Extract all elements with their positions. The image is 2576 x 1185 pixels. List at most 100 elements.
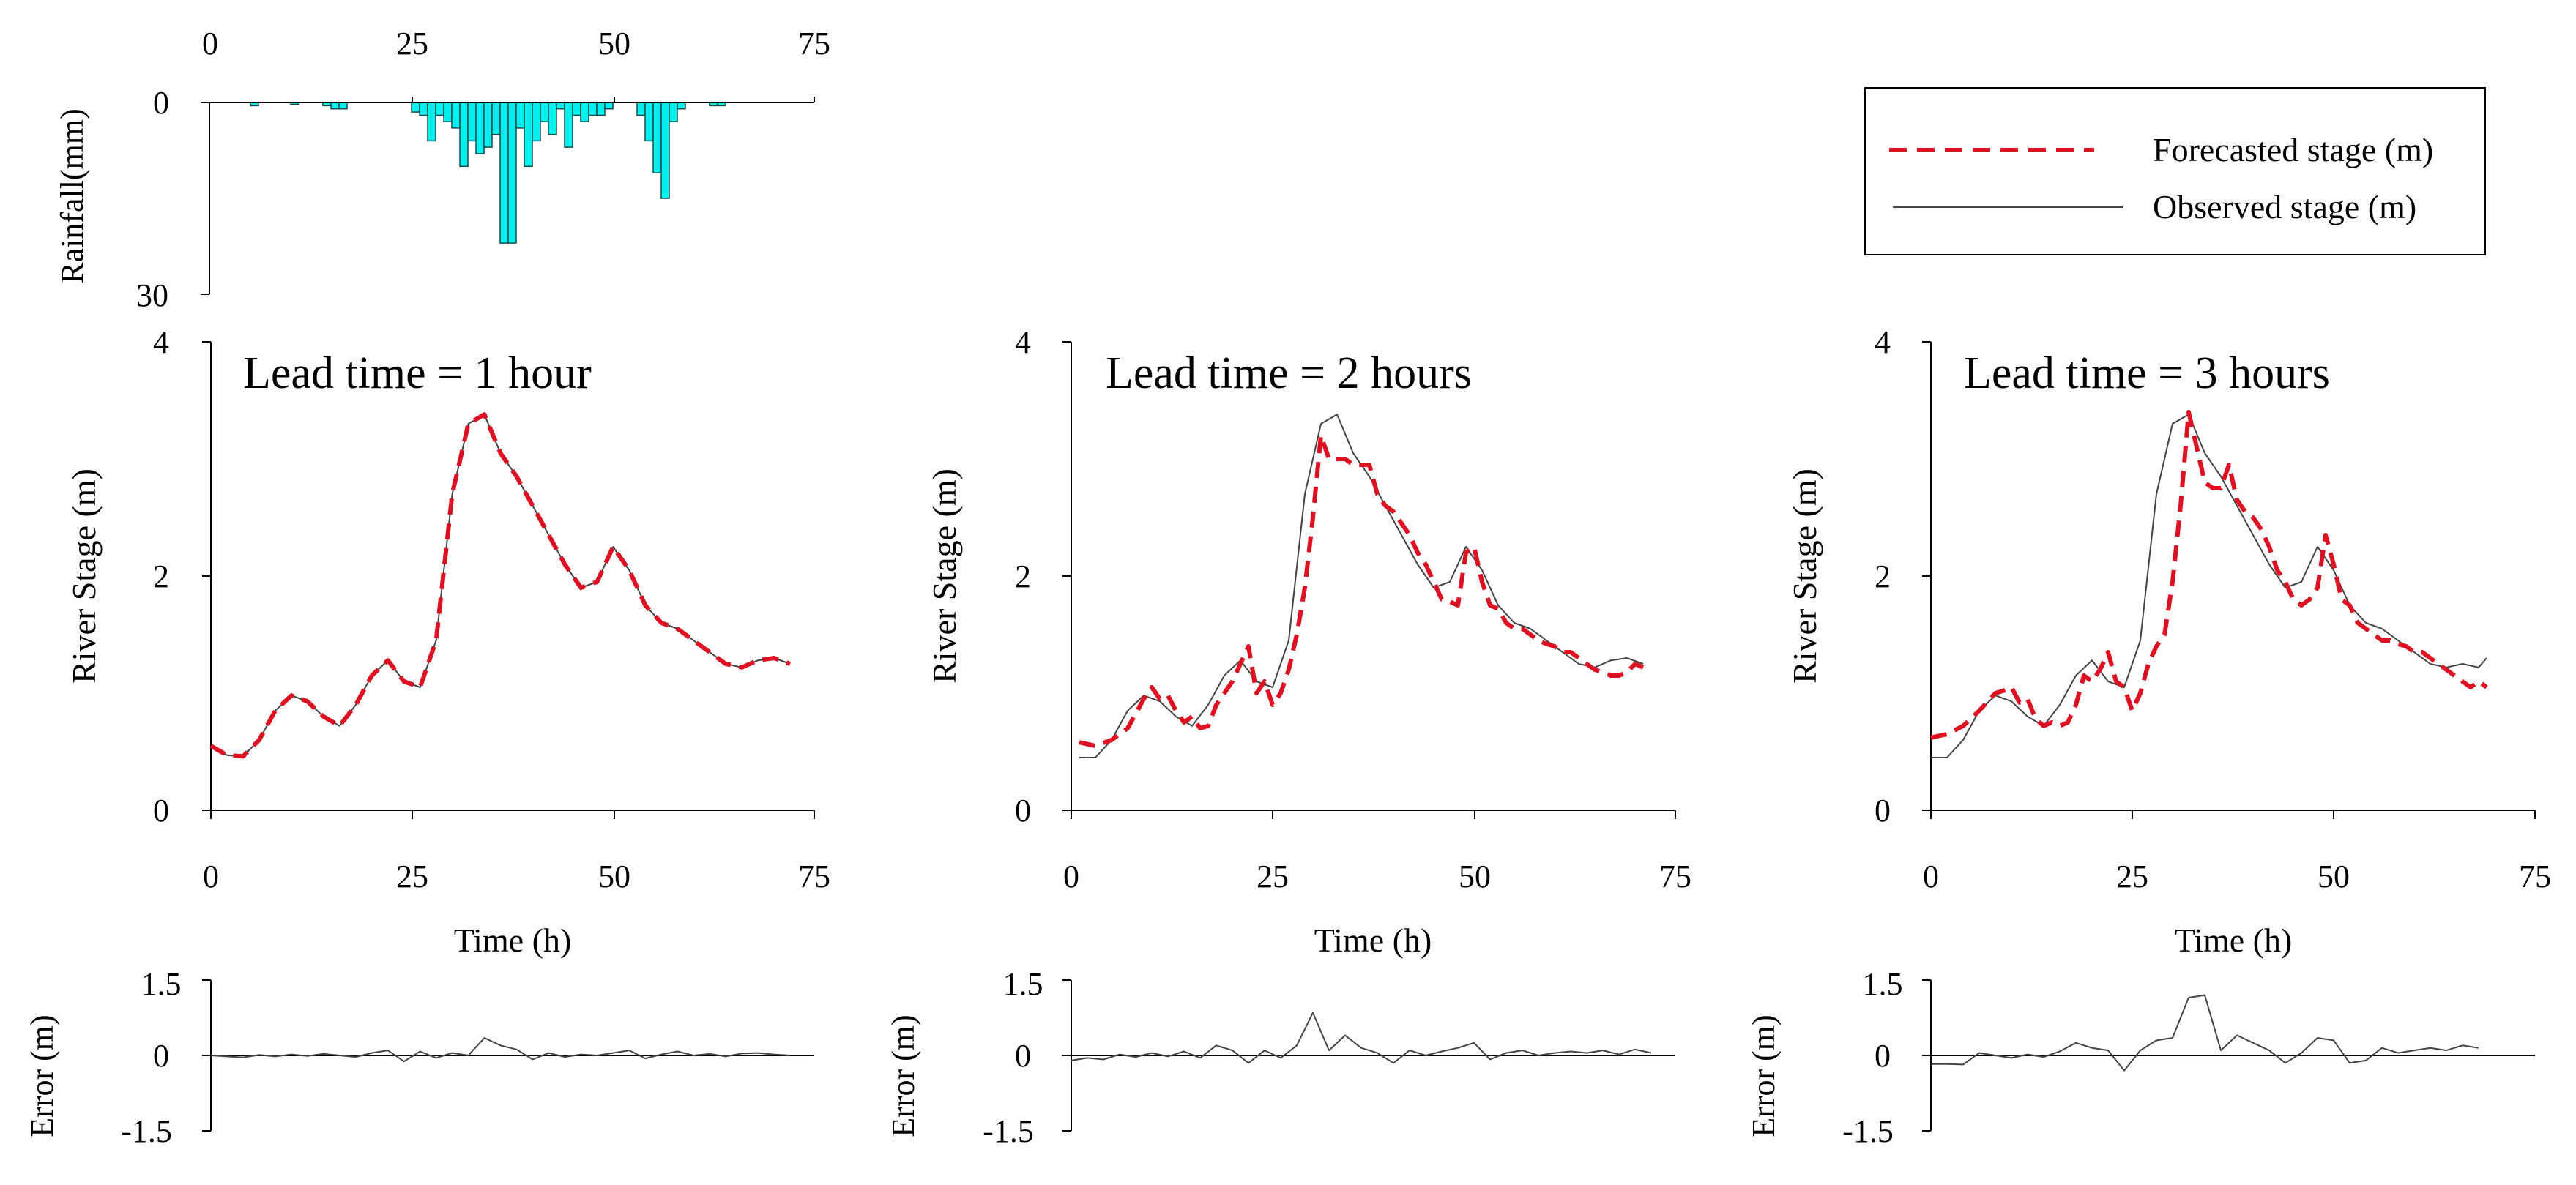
rainfall-bar [604, 102, 614, 110]
rainfall-bar [338, 102, 348, 110]
error1-ytick-1.5: 1.5 [141, 966, 182, 1002]
rain-xtick-25: 25 [396, 26, 428, 61]
rainfall-bar [532, 102, 541, 142]
rainfall-bar [435, 102, 444, 116]
forecasted-stage-line [1930, 410, 2488, 740]
rainfall-bar [459, 102, 469, 168]
rainfall-bar [499, 102, 509, 244]
rainfall-bar [330, 102, 340, 110]
stage3-xtick-0: 0 [1923, 859, 1939, 894]
stage-panel-lead3: 4 2 0 0 25 50 75 Time (h) River Stage (m… [1786, 324, 2551, 959]
error-panel-lead1: 1.5 0 -1.5 Error (m) [24, 966, 814, 1149]
stage2-ytick-2: 2 [1015, 558, 1031, 594]
stage3-xtick-25: 25 [2116, 859, 2148, 894]
stage1-series [209, 412, 792, 759]
rainfall-bar [677, 102, 686, 110]
error3-ylabel: Error (m) [1746, 1014, 1782, 1137]
forecasted-stage-line [1079, 433, 1645, 748]
error3-ytick-neg1.5: -1.5 [1842, 1113, 1894, 1149]
stage2-ticks [1062, 341, 1676, 819]
stage2-xtick-75: 75 [1659, 859, 1691, 894]
stage3-xlabel: Time (h) [2175, 922, 2293, 959]
stage2-xtick-50: 50 [1459, 859, 1491, 894]
stage1-xtick-50: 50 [598, 859, 630, 894]
rainfall-bar [411, 102, 420, 113]
rainfall-panel: 0 25 50 75 0 30 Rainfall(mm) [54, 26, 830, 313]
rainfall-bars [250, 102, 726, 244]
rainfall-bar [596, 102, 606, 116]
error1-series [210, 1037, 791, 1063]
rain-xtick-75: 75 [798, 26, 830, 61]
error1-ytick-neg1.5: -1.5 [121, 1113, 172, 1149]
stage2-ytick-4: 4 [1015, 324, 1031, 360]
stage1-xlabel: Time (h) [454, 922, 572, 959]
rainfall-bar [669, 102, 678, 122]
rainfall-bar [652, 102, 662, 173]
legend-box [1864, 87, 2486, 255]
rainfall-bar [660, 102, 670, 199]
rainfall-bar [507, 102, 517, 244]
stage-panel-lead2: 4 2 0 0 25 50 75 Time (h) River Stage (m… [926, 324, 1691, 959]
stage3-ytick-4: 4 [1875, 324, 1891, 360]
stage3-xtick-75: 75 [2519, 859, 2551, 894]
rainfall-bar [515, 102, 525, 129]
error2-ytick-1.5: 1.5 [1003, 966, 1043, 1002]
stage1-ticks [202, 341, 815, 819]
error2-ytick-neg1.5: -1.5 [983, 1113, 1034, 1149]
stage1-title: Lead time = 1 hour [243, 348, 592, 398]
error-line [1071, 1012, 1652, 1064]
stage2-series [1079, 414, 1645, 758]
stage3-ticks [1922, 341, 2536, 819]
stage3-ytick-2: 2 [1875, 558, 1891, 594]
rainfall-bar [524, 102, 533, 168]
stage2-xtick-25: 25 [1257, 859, 1289, 894]
stage-panel-lead1: 4 2 0 0 25 50 75 Time (h) River Stage (m… [65, 324, 830, 959]
stage1-ytick-4: 4 [153, 324, 169, 360]
stage1-ylabel: River Stage (m) [65, 468, 103, 684]
rainfall-bar [556, 102, 565, 110]
legend-forecast-label: Forecasted stage (m) [2153, 131, 2433, 168]
rainfall-bar [572, 102, 581, 116]
rainfall-bar [483, 102, 493, 148]
rainfall-bar [467, 102, 477, 142]
rainfall-bar [451, 102, 461, 129]
rain-ytick-0: 0 [153, 85, 169, 121]
stage2-title: Lead time = 2 hours [1106, 348, 1472, 398]
stage3-ytick-0: 0 [1875, 793, 1891, 829]
rainfall-ylabel: Rainfall(mm) [54, 108, 90, 284]
rainfall-bar [564, 102, 573, 148]
stage2-ylabel: River Stage (m) [926, 468, 963, 684]
stage1-ytick-2: 2 [153, 558, 169, 594]
error2-series [1071, 1012, 1652, 1064]
error-panel-lead2: 1.5 0 -1.5 Error (m) [885, 966, 1675, 1149]
error1-ylabel: Error (m) [24, 1014, 60, 1137]
legend-observed-label: Observed stage (m) [2153, 188, 2416, 225]
observed-stage-line [210, 414, 791, 758]
stage2-ytick-0: 0 [1015, 793, 1031, 829]
rainfall-bar [644, 102, 654, 142]
stage2-xlabel: Time (h) [1314, 922, 1432, 959]
stage3-series [1930, 410, 2488, 758]
rainfall-bar [588, 102, 598, 116]
rainfall-bar [475, 102, 485, 154]
rain-ytick-30: 30 [136, 277, 168, 313]
error3-ytick-0: 0 [1875, 1038, 1891, 1074]
rainfall-bar [491, 102, 501, 135]
error-panel-lead3: 1.5 0 -1.5 Error (m) [1746, 966, 2535, 1149]
error3-ytick-1.5: 1.5 [1863, 966, 1903, 1002]
legend: Forecasted stage (m) Observed stage (m) [1864, 87, 2486, 255]
error2-ytick-0: 0 [1015, 1038, 1031, 1074]
error3-series [1931, 994, 2479, 1072]
stage1-xtick-0: 0 [203, 859, 219, 894]
stage3-title: Lead time = 3 hours [1964, 348, 2330, 398]
error-line [210, 1037, 791, 1063]
stage1-ytick-0: 0 [153, 793, 169, 829]
stage1-xtick-25: 25 [396, 859, 428, 894]
rainfall-bar [427, 102, 436, 142]
observed-stage-line [1931, 414, 2487, 758]
rainfall-bar [540, 102, 549, 122]
error1-ytick-0: 0 [153, 1038, 169, 1074]
rainfall-bar [419, 102, 428, 116]
stage1-xtick-75: 75 [798, 859, 830, 894]
